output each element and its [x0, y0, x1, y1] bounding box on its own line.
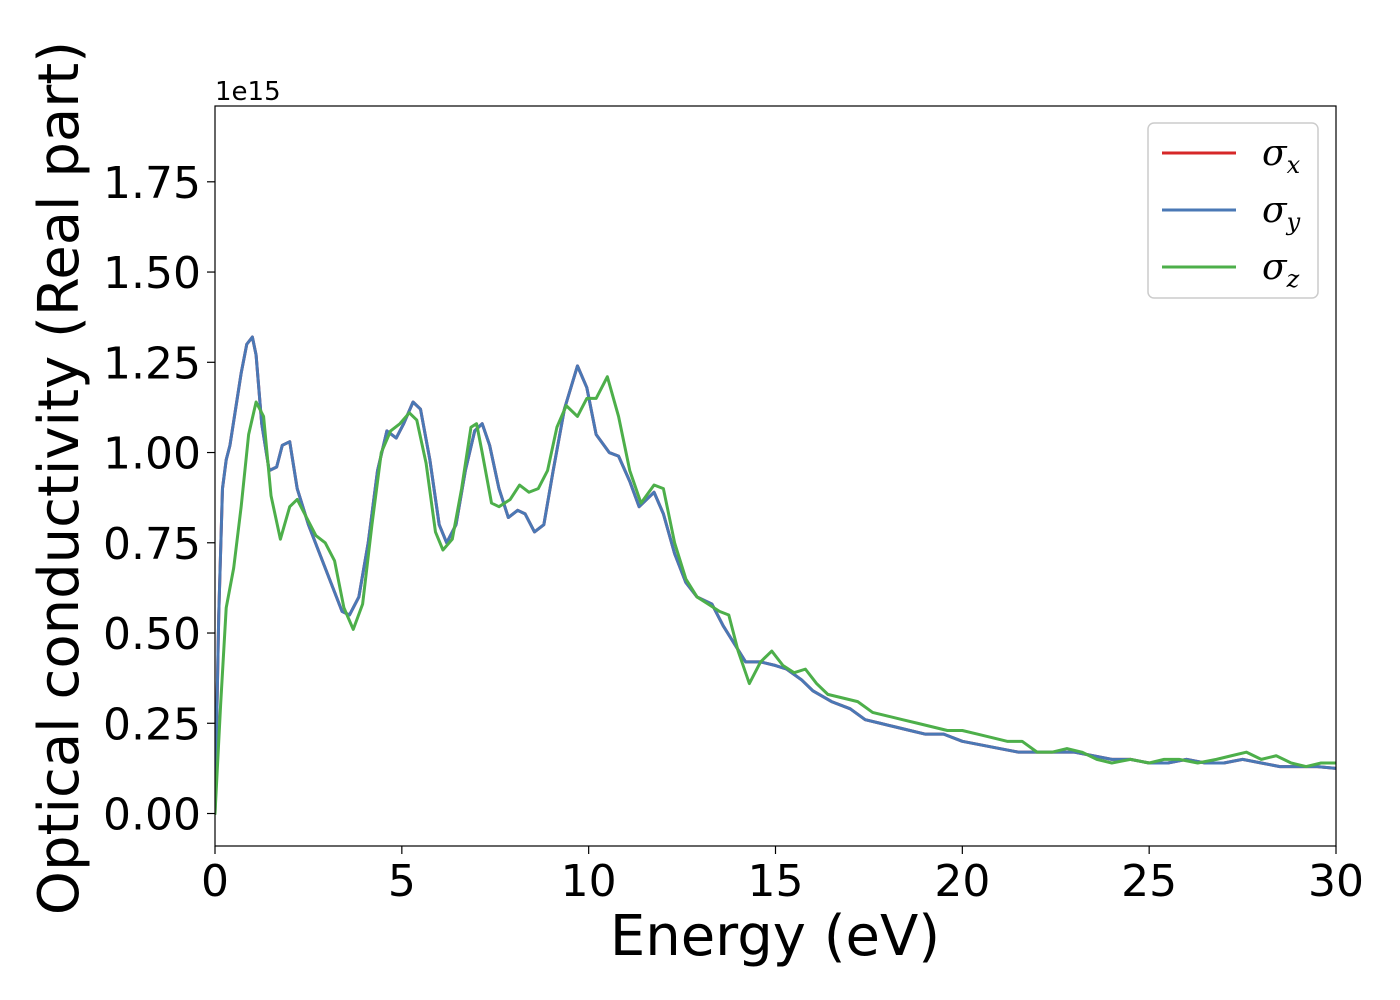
- legend-label-z: σz: [1262, 247, 1300, 293]
- y-axis-label: Optical conductivity (Real part): [27, 41, 92, 915]
- legend-label-x: σx: [1262, 133, 1301, 179]
- plot-frame: [214, 105, 1337, 847]
- y-axis: 0.00 0.25 0.50 0.75 1.00 1.25 1.50 1.75: [103, 158, 215, 841]
- x-tick-label: 20: [934, 856, 990, 907]
- legend: σx σy σz: [1147, 122, 1319, 299]
- x-tick-label: 0: [201, 856, 229, 907]
- y-tick-label: 1.50: [103, 248, 201, 299]
- x-tick-label: 30: [1308, 856, 1364, 907]
- x-tick-label: 25: [1121, 856, 1177, 907]
- y-tick-label: 1.00: [103, 429, 201, 480]
- y-offset-label: 1e15: [215, 77, 281, 107]
- y-tick-label: 0.00: [103, 790, 201, 841]
- y-tick-label: 1.75: [103, 158, 201, 209]
- series-line-y: [215, 335, 1336, 816]
- plot-area: [215, 335, 1336, 816]
- x-axis-label: Energy (eV): [610, 904, 940, 969]
- series-line-x: [215, 335, 1336, 816]
- x-axis: 0 5 10 15 20 25 30: [201, 846, 1364, 907]
- y-tick-label: 0.75: [103, 519, 201, 570]
- series-line-z: [215, 375, 1336, 816]
- y-tick-label: 0.25: [103, 699, 201, 750]
- x-tick-label: 5: [388, 856, 416, 907]
- x-tick-label: 10: [561, 856, 617, 907]
- legend-label-y: σy: [1262, 190, 1301, 236]
- x-tick-label: 15: [748, 856, 804, 907]
- y-tick-label: 0.50: [103, 609, 201, 660]
- y-tick-label: 1.25: [103, 338, 201, 389]
